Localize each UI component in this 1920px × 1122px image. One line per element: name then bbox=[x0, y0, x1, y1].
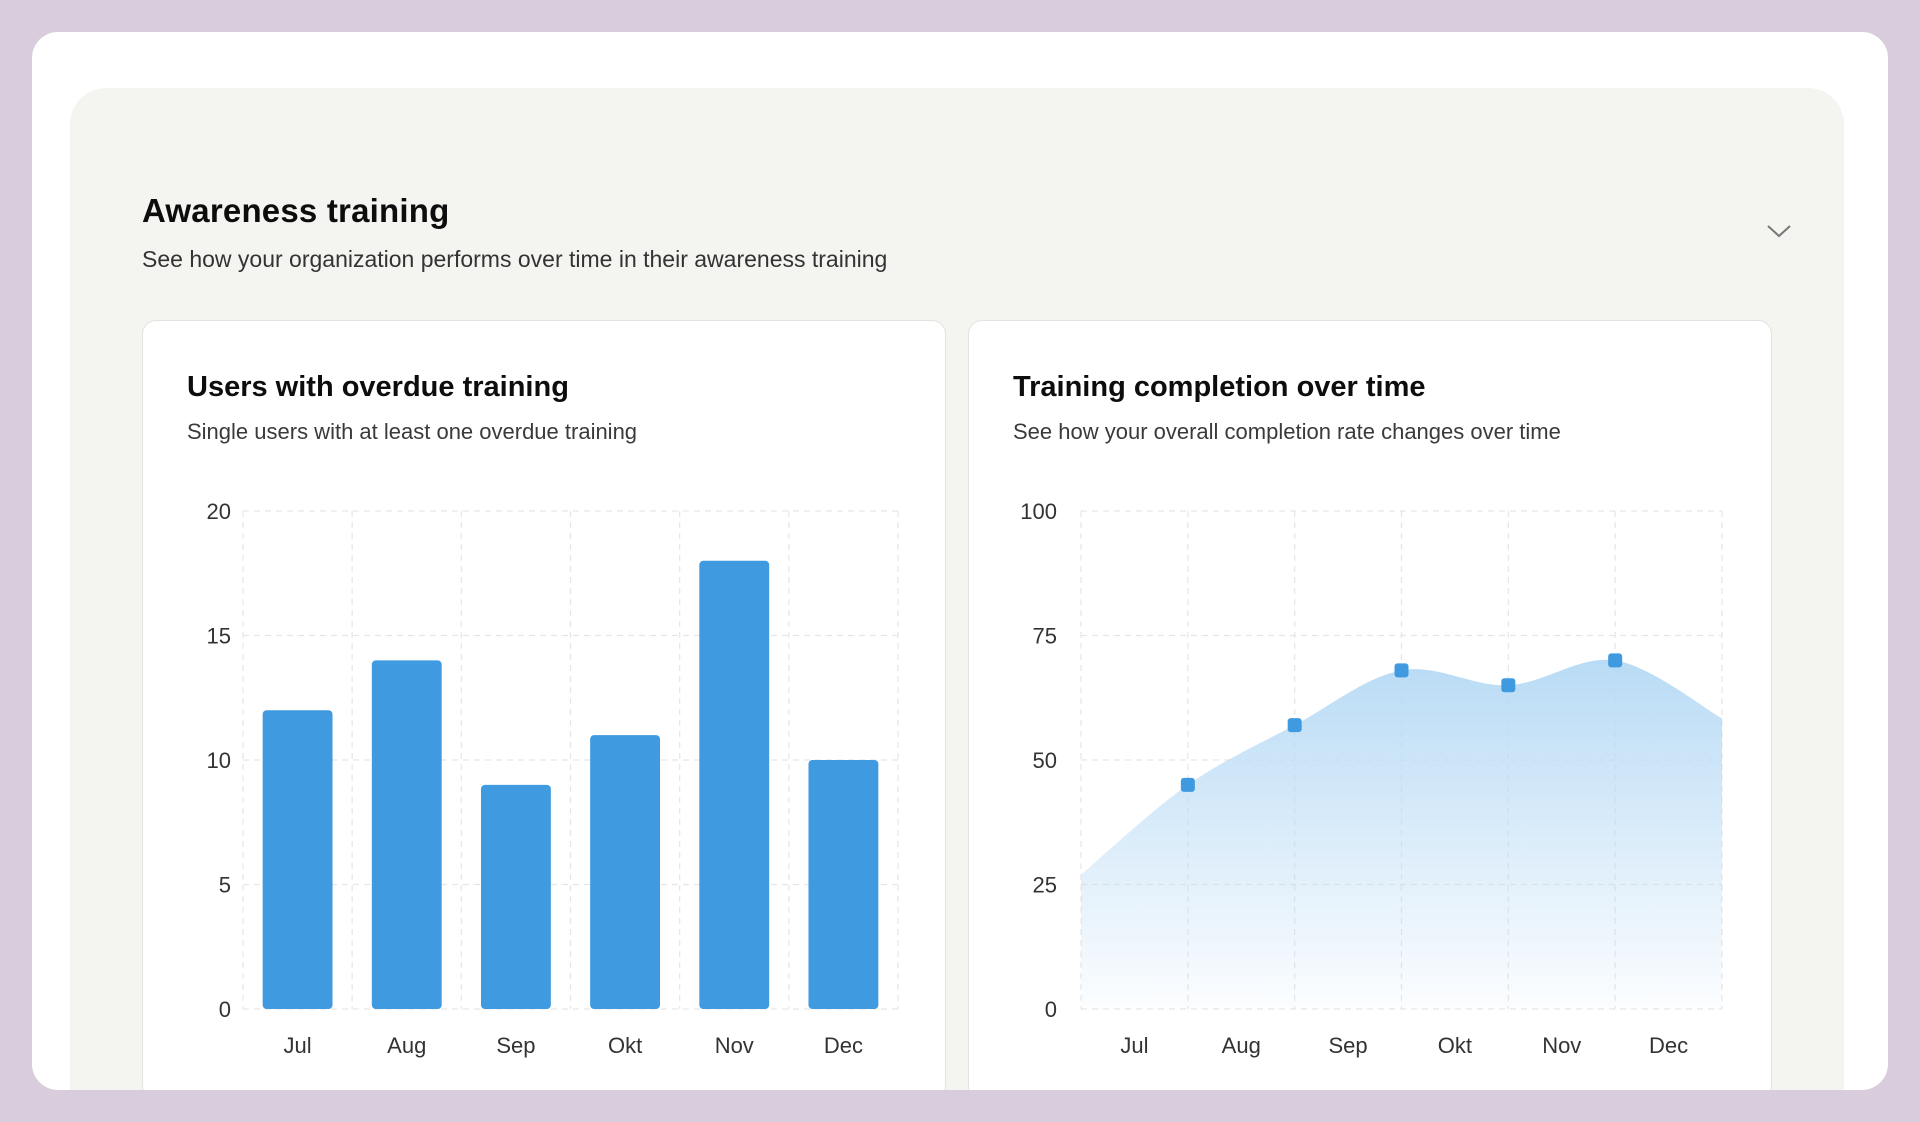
overdue-bar-chart: 0 5 10 15 20 Jul Aug Sep Okt Nov Dec bbox=[207, 499, 899, 1058]
y-tick-label: 75 bbox=[1033, 624, 1057, 649]
x-tick-label: Dec bbox=[824, 1033, 863, 1058]
card-subtitle: See how your overall completion rate cha… bbox=[1013, 419, 1561, 444]
collapse-toggle-button[interactable] bbox=[1754, 206, 1804, 256]
x-tick-label: Sep bbox=[1329, 1033, 1368, 1058]
y-tick-label: 0 bbox=[219, 997, 231, 1022]
x-tick-label: Okt bbox=[608, 1033, 642, 1058]
data-point bbox=[1180, 777, 1195, 792]
x-tick-label: Dec bbox=[1649, 1033, 1688, 1058]
bar bbox=[699, 560, 770, 1009]
y-tick-label: 0 bbox=[1045, 997, 1057, 1022]
y-tick-label: 50 bbox=[1033, 748, 1057, 773]
y-tick-label: 5 bbox=[219, 873, 231, 898]
section-subtitle: See how your organization performs over … bbox=[142, 246, 888, 272]
bar bbox=[480, 784, 551, 1009]
x-tick-label: Sep bbox=[496, 1033, 535, 1058]
card-title: Users with overdue training bbox=[187, 371, 569, 403]
y-tick-label: 15 bbox=[207, 624, 231, 649]
x-tick-label: Nov bbox=[1542, 1033, 1581, 1058]
y-tick-label: 25 bbox=[1033, 873, 1057, 898]
section-title: Awareness training bbox=[142, 192, 450, 229]
x-tick-label: Aug bbox=[1222, 1033, 1261, 1058]
data-point bbox=[1501, 678, 1516, 693]
app-frame: Awareness training See how your organiza… bbox=[32, 32, 1888, 1090]
chevron-down-icon bbox=[1767, 225, 1791, 238]
bar bbox=[808, 760, 879, 1009]
completion-area bbox=[1081, 659, 1722, 1009]
x-tick-label: Jul bbox=[284, 1033, 312, 1058]
bar bbox=[590, 735, 661, 1009]
card-subtitle: Single users with at least one overdue t… bbox=[187, 419, 638, 444]
x-tick-label: Nov bbox=[715, 1033, 754, 1058]
x-tick-label: Aug bbox=[387, 1033, 426, 1058]
y-tick-label: 100 bbox=[1020, 499, 1057, 524]
awareness-training-panel: Awareness training See how your organiza… bbox=[70, 88, 1844, 1090]
data-point bbox=[1287, 718, 1302, 733]
y-tick-label: 10 bbox=[207, 748, 231, 773]
x-tick-label: Okt bbox=[1438, 1033, 1472, 1058]
bar bbox=[262, 710, 333, 1009]
x-tick-label: Jul bbox=[1120, 1033, 1148, 1058]
y-tick-label: 20 bbox=[207, 499, 231, 524]
data-point bbox=[1394, 663, 1409, 678]
bar bbox=[371, 660, 442, 1009]
data-point bbox=[1608, 653, 1623, 668]
completion-card: Training completion over time See how yo… bbox=[968, 320, 1772, 1090]
overdue-training-card: Users with overdue training Single users… bbox=[142, 320, 946, 1090]
completion-area-chart: 0 25 50 75 100 Jul Aug Sep Okt Nov Dec bbox=[1020, 499, 1723, 1058]
card-title: Training completion over time bbox=[1013, 371, 1426, 403]
